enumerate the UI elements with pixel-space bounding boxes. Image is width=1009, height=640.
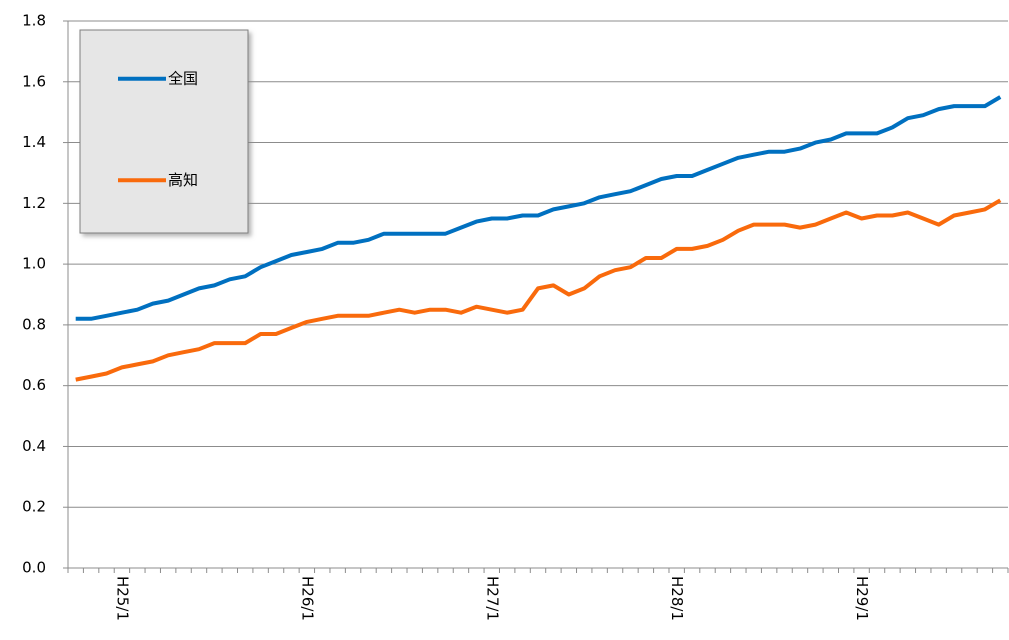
- y-tick-label: 0.4: [22, 437, 46, 455]
- y-tick-label: 0.2: [22, 498, 46, 516]
- y-tick-label: 1.0: [22, 255, 46, 273]
- y-tick-label: 0.8: [22, 315, 46, 333]
- x-tick-label: H26/1: [298, 576, 316, 621]
- x-tick-label: H29/1: [853, 576, 871, 621]
- y-tick-label: 1.6: [22, 72, 46, 90]
- y-tick-label: 1.4: [22, 133, 46, 151]
- y-tick-label: 1.8: [22, 12, 46, 30]
- y-tick-label: 0.0: [22, 559, 46, 577]
- x-tick-label: H27/1: [483, 576, 501, 621]
- y-tick-label: 1.2: [22, 194, 46, 212]
- x-tick-label: H28/1: [668, 576, 686, 621]
- legend-label: 全国: [168, 69, 198, 87]
- x-tick-label: H25/1: [113, 576, 131, 621]
- legend-box: [79, 29, 249, 234]
- series-line: [75, 95, 1002, 321]
- series-line: [75, 198, 1002, 382]
- legend-label: 高知: [168, 171, 198, 189]
- y-tick-label: 0.6: [22, 376, 46, 394]
